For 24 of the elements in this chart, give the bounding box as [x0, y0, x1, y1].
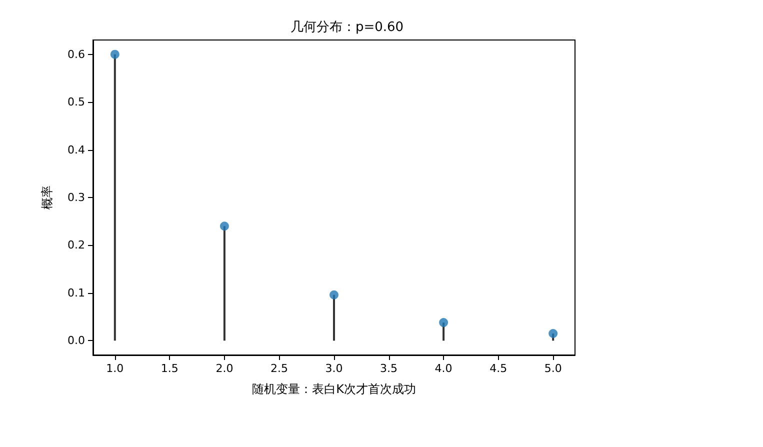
x-tick-label: 4.0: [434, 362, 452, 375]
x-tick-label: 4.5: [490, 362, 508, 375]
point: [439, 318, 448, 328]
x-tick-label: 2.0: [216, 362, 234, 375]
y-tick-label: 0.1: [68, 286, 85, 300]
x-tick-label: 2.5: [270, 362, 288, 375]
chart-title: 几何分布：p=0.60: [290, 20, 404, 35]
y-tick-label: 0.4: [68, 143, 85, 156]
point: [220, 222, 229, 231]
x-tick-label: 5.0: [544, 362, 562, 375]
y-tick-label: 0.0: [68, 334, 85, 348]
y-tick-label: 0.6: [68, 48, 85, 61]
x-tick-label: 1.0: [106, 362, 124, 375]
y-tick-label: 0.5: [68, 96, 85, 109]
x-tick-label: 3.0: [325, 362, 343, 375]
point: [548, 329, 558, 338]
y-axis-title: 概率: [40, 186, 54, 210]
y-tick-label: 0.2: [68, 238, 85, 252]
x-tick-label: 3.5: [380, 362, 398, 375]
y-tick-label: 0.3: [68, 191, 85, 204]
x-tick-label: 1.5: [160, 362, 178, 375]
x-axis-title: 随机变量：表白K次才首次成功: [252, 382, 416, 396]
point: [330, 290, 338, 300]
point: [110, 50, 120, 59]
